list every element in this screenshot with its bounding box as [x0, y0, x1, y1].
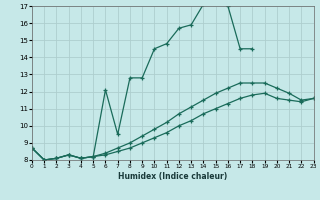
X-axis label: Humidex (Indice chaleur): Humidex (Indice chaleur) — [118, 172, 228, 181]
